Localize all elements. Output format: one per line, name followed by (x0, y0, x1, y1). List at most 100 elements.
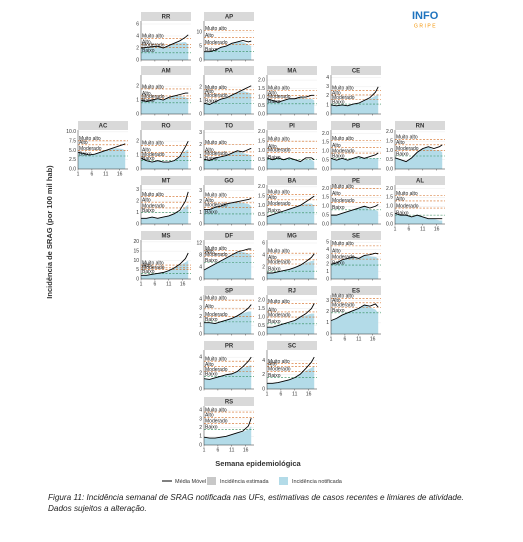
strip (204, 121, 254, 130)
threshold-label: Baixo (142, 156, 155, 162)
y-tick-label: 0 (136, 57, 139, 63)
y-tick-label: 0 (136, 221, 139, 227)
notified-area (331, 255, 379, 279)
strip (331, 286, 381, 295)
threshold-label: Muito alto (205, 246, 227, 252)
strip (395, 121, 445, 130)
notified-area (331, 305, 379, 334)
y-tick-label: 2.0 (258, 184, 265, 190)
x-tick-label: 16 (180, 281, 186, 287)
y-tick-label: 1.5 (258, 86, 265, 92)
threshold-label: Alto (268, 91, 277, 97)
threshold-label: Moderado (332, 198, 355, 204)
y-tick-label: 0 (199, 57, 202, 63)
x-tick-label: 16 (370, 336, 376, 342)
y-tick-label: 1 (136, 210, 139, 216)
y-tick-label: 1 (199, 98, 202, 104)
threshold-label: Alto (205, 147, 214, 153)
strip (331, 121, 381, 130)
y-tick-label: 0.0 (69, 166, 76, 172)
x-tick-label: 6 (90, 171, 93, 177)
threshold-label: Muito alto (142, 84, 164, 90)
threshold-label: Moderado (205, 252, 228, 258)
panel-title: DF (225, 234, 233, 240)
y-tick-label: 3 (199, 416, 202, 422)
y-tick-label: 4 (136, 33, 139, 39)
threshold-label: Muito alto (205, 296, 227, 302)
y-tick-label: 2.0 (258, 77, 265, 83)
moving-average (267, 253, 315, 274)
y-tick-label: 3 (326, 298, 329, 304)
y-tick-label: 2 (199, 425, 202, 431)
y-tick-label: 6 (262, 240, 265, 246)
moving-average (204, 40, 252, 53)
threshold-label: Moderado (205, 40, 228, 46)
y-tick-label: 1 (199, 210, 202, 216)
threshold-label: Alto (396, 140, 405, 146)
y-tick-label: 2 (262, 264, 265, 270)
y-tick-label: 2.0 (386, 186, 393, 192)
y-tick-label: 2 (262, 372, 265, 378)
y-tick-label: 0 (326, 276, 329, 282)
y-tick-label: 1 (136, 97, 139, 103)
threshold-label: Moderado (268, 259, 291, 265)
y-tick-label: 0.5 (386, 212, 393, 218)
threshold-label: Moderado (268, 94, 291, 100)
threshold-label: Alto (332, 191, 341, 197)
y-tick-label: 1.0 (322, 204, 329, 210)
x-tick-label: 6 (153, 281, 156, 287)
threshold-label: Baixo (205, 317, 218, 323)
threshold-label: Baixo (205, 209, 218, 215)
y-tick-label: 0.5 (258, 157, 265, 163)
notified-area (331, 206, 379, 224)
y-tick-label: 12 (196, 240, 202, 246)
y-tick-label: 0 (199, 276, 202, 282)
threshold-label: Alto (332, 249, 341, 255)
y-tick-label: 0.0 (258, 166, 265, 172)
y-tick-label: 0 (199, 442, 202, 448)
y-tick-label: 4 (326, 75, 329, 81)
threshold-label: Muito alto (332, 86, 354, 92)
y-tick-label: 1.0 (258, 203, 265, 209)
y-tick-label: 1 (326, 102, 329, 108)
y-tick-label: 2 (199, 142, 202, 148)
y-tick-label: 4 (262, 252, 265, 258)
y-tick-label: 0.0 (258, 221, 265, 227)
y-tick-label: 15 (133, 248, 139, 254)
threshold-label: Moderado (142, 152, 165, 158)
y-tick-label: 1.5 (258, 306, 265, 312)
threshold-label: Baixo (332, 308, 345, 314)
notified-area (141, 149, 189, 169)
legend-swatch (207, 477, 216, 485)
moving-average (140, 140, 189, 163)
strip (78, 121, 128, 130)
notified-area (331, 156, 379, 169)
y-tick-label: 2 (326, 93, 329, 99)
y-tick-label: 5.0 (69, 148, 76, 154)
threshold-label: Alto (268, 307, 277, 313)
threshold-label: Muito alto (205, 407, 227, 413)
moving-average (203, 248, 252, 271)
moving-average (77, 143, 126, 156)
moving-average (203, 356, 252, 380)
threshold-label: Baixo (142, 269, 155, 275)
x-tick-label: 6 (279, 391, 282, 397)
strip (267, 66, 317, 75)
threshold-label: Moderado (268, 367, 291, 373)
panel-title: SE (352, 234, 360, 240)
strip (204, 176, 254, 185)
moving-average (204, 197, 252, 210)
y-tick-label: 1.0 (258, 314, 265, 320)
y-tick-label: 2 (326, 262, 329, 268)
y-tick-label: 1.0 (386, 204, 393, 210)
y-tick-label: 0 (136, 166, 139, 172)
moving-average (330, 86, 379, 107)
y-tick-label: 1 (199, 154, 202, 160)
y-tick-label: 0.0 (322, 166, 329, 172)
y-tick-label: 0.0 (322, 221, 329, 227)
y-tick-label: 4 (326, 247, 329, 253)
x-tick-label: 6 (343, 336, 346, 342)
threshold-label: Baixo (268, 155, 281, 161)
y-tick-label: 0.0 (258, 331, 265, 337)
